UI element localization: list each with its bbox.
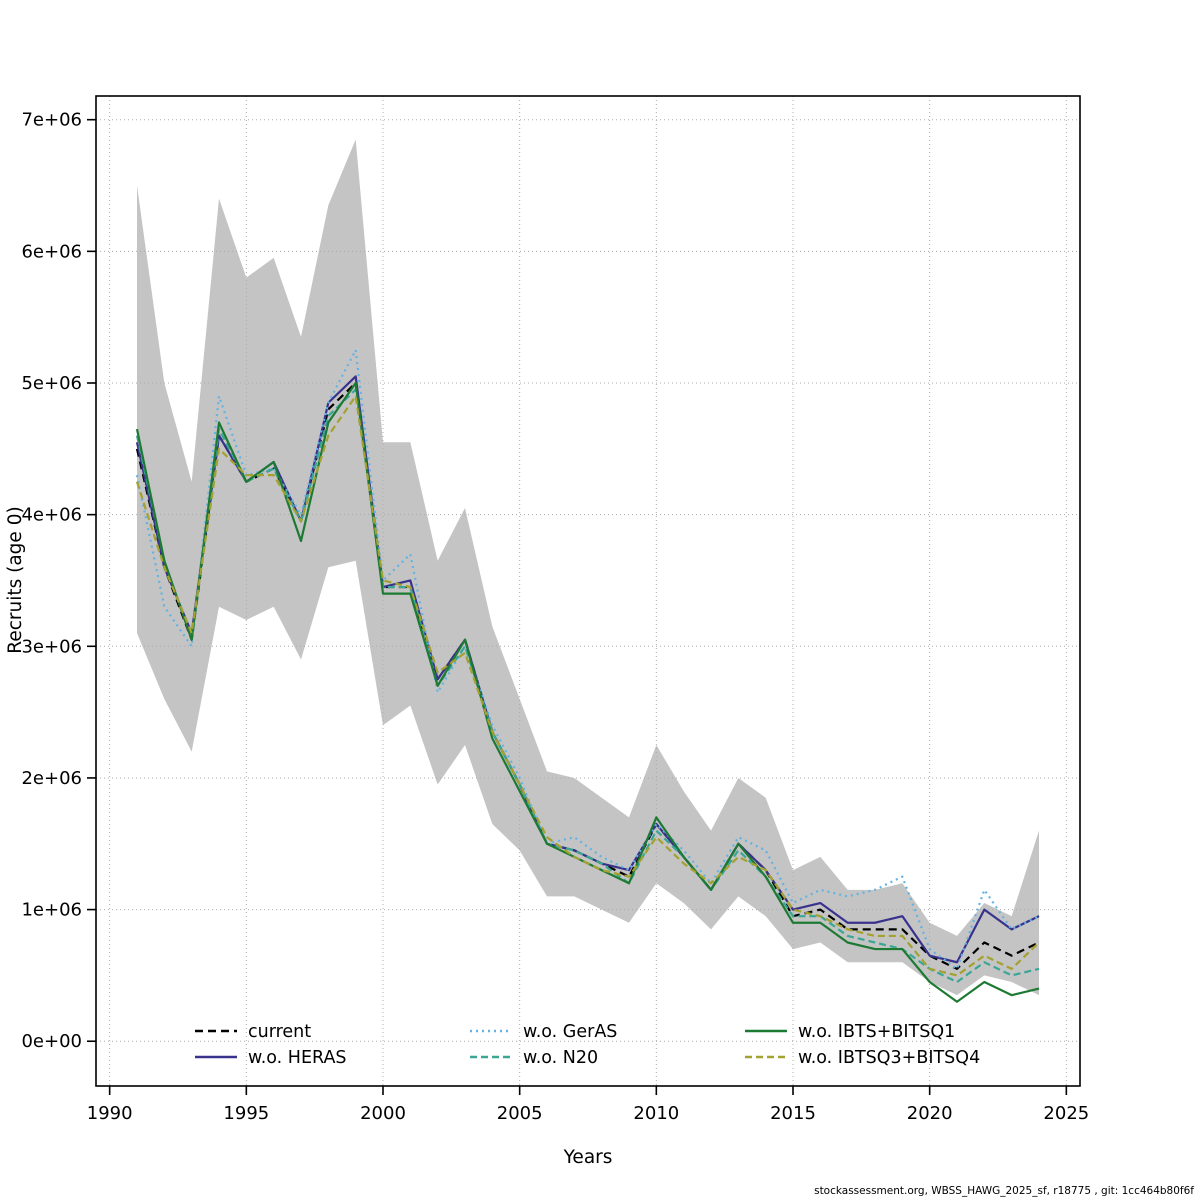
confidence-band	[137, 139, 1039, 996]
y-axis: 0e+00 1e+06 2e+06 3e+06 4e+06 5e+06 6e+06 7e+06	[21, 110, 96, 1052]
y-axis-title: Recruits (age 0)	[5, 506, 26, 653]
x-tick-label: 1990	[87, 1103, 133, 1124]
grid-overlay	[96, 96, 1080, 1086]
y-tick-label: 0e+00	[21, 1031, 82, 1052]
plot-border	[95, 95, 1081, 1087]
legend-label: w.o. HERAS	[248, 1048, 347, 1068]
legend-label: current	[248, 1022, 311, 1042]
x-tick-label: 2005	[497, 1103, 543, 1124]
y-tick-label: 1e+06	[21, 900, 82, 921]
series-lines	[135, 348, 1040, 1003]
x-tick-label: 2015	[770, 1103, 816, 1124]
legend-label: w.o. GerAS	[523, 1022, 617, 1042]
legend-label: w.o. IBTSQ3+BITSQ4	[798, 1048, 980, 1068]
x-tick-label: 2025	[1043, 1103, 1089, 1124]
x-tick-label: 1995	[223, 1103, 269, 1124]
series-line-w-o-ibtsq3-bitsq4	[135, 395, 1040, 977]
x-tick-label: 2020	[907, 1103, 953, 1124]
y-tick-label: 6e+06	[21, 241, 82, 262]
legend-label: w.o. IBTS+BITSQ1	[798, 1022, 955, 1042]
x-tick-label: 2010	[633, 1103, 679, 1124]
series-line-w-o-n20	[135, 388, 1040, 984]
x-axis-title: Years	[563, 1147, 613, 1168]
confidence-band-area	[137, 139, 1039, 996]
legend-label: w.o. N20	[523, 1048, 598, 1068]
y-tick-label: 3e+06	[21, 636, 82, 657]
footer-attribution: stockassessment.org, WBSS_HAWG_2025_sf, …	[814, 1185, 1194, 1197]
y-tick-label: 2e+06	[21, 768, 82, 789]
legend: current w.o. HERAS w.o. GerAS w.o. N20 w.o. …	[195, 1022, 980, 1068]
x-tick-label: 2000	[360, 1103, 406, 1124]
x-axis: 1990 1995 2000 2005 2010 2015 2020 2025	[87, 1086, 1089, 1124]
y-tick-label: 4e+06	[21, 505, 82, 526]
y-tick-label: 7e+06	[21, 110, 82, 131]
y-tick-label: 5e+06	[21, 373, 82, 394]
